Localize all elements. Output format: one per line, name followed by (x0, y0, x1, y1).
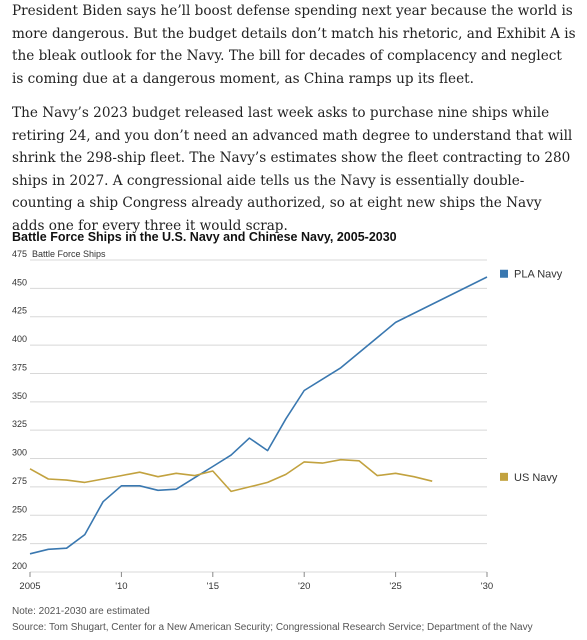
y-tick-label: 375 (12, 362, 27, 372)
legend-swatch-0 (500, 269, 508, 278)
article-paragraph-2: The Navy’s 2023 budget released last wee… (12, 105, 573, 234)
chart-source: Source: Tom Shugart, Center for a New Am… (12, 622, 533, 633)
y-tick-label: 350 (12, 391, 27, 401)
legend-label-0: PLA Navy (514, 269, 563, 281)
series-line-0 (29, 276, 488, 555)
y-tick-label: 450 (12, 277, 27, 287)
y-tick-label: 425 (12, 306, 27, 316)
y-tick-label: 250 (12, 504, 27, 514)
series-line-1 (29, 458, 433, 493)
y-tick-label: 475 (12, 250, 27, 259)
x-tick-label: '25 (389, 581, 401, 592)
x-tick-label: 2005 (19, 581, 40, 592)
article-paragraph-1: President Biden says he’ll boost defense… (12, 3, 576, 87)
x-tick-label: '15 (207, 581, 219, 592)
y-axis-label: Battle Force Ships (32, 250, 106, 259)
legend-swatch-1 (500, 472, 508, 481)
y-tick-label: 200 (12, 561, 27, 571)
y-tick-label: 225 (12, 533, 27, 543)
chart-title: Battle Force Ships in the U.S. Navy and … (12, 230, 397, 244)
legend-label-1: US Navy (514, 472, 558, 484)
y-tick-label: 300 (12, 448, 27, 458)
y-tick-label: 325 (12, 419, 27, 429)
x-tick-label: '20 (298, 581, 310, 592)
x-tick-label: '30 (481, 581, 493, 592)
x-tick-label: '10 (115, 581, 127, 592)
chart-note: Note: 2021-2030 are estimated (12, 606, 150, 617)
article-body: President Biden says he’ll boost defense… (12, 0, 577, 249)
line-chart: 200 225 250 275 300 325 350 375 400 425 450 475 Batt… (12, 250, 563, 592)
y-tick-label: 275 (12, 476, 27, 486)
y-tick-label: 400 (12, 334, 27, 344)
